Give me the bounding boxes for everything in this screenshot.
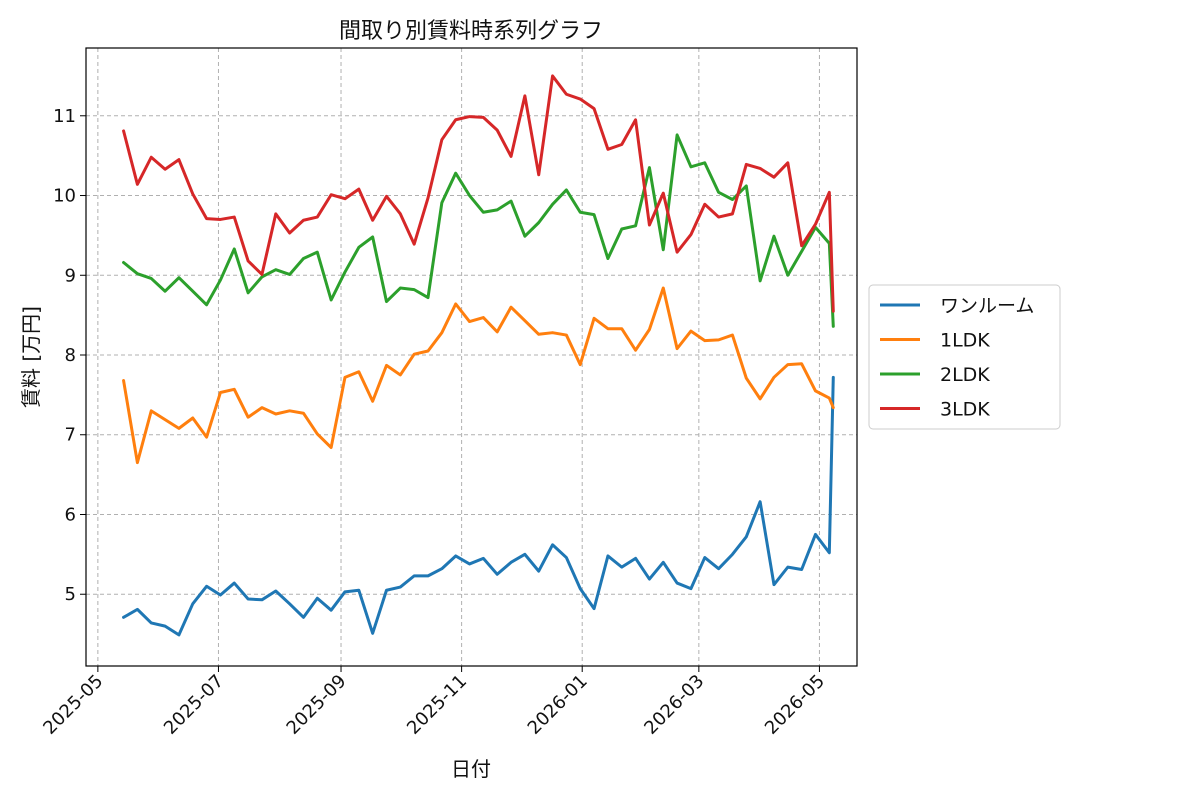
y-axis-label: 賃料 [万円]: [19, 306, 43, 408]
legend-label: 1LDK: [940, 330, 990, 352]
grid: [86, 48, 857, 666]
axis-ticks: 5 6 7 8 9 10 11 2025-05 2025-07 2025-09 2025-11 202…: [39, 106, 829, 739]
legend-label: 3LDK: [940, 399, 990, 421]
y-tick-label: 11: [53, 106, 76, 127]
y-tick-label: 5: [65, 584, 76, 605]
y-tick-label: 7: [65, 425, 76, 446]
x-tick-label: 2025-09: [283, 671, 351, 739]
legend: ワンルーム 1LDK 2LDK 3LDK: [868, 284, 1061, 430]
x-tick-label: 2025-07: [160, 671, 228, 739]
series-line-2: [122, 286, 835, 465]
legend-box: [868, 284, 1061, 430]
x-tick-label: 2026-05: [761, 671, 829, 739]
plot-area-frame: [85, 47, 858, 667]
y-tick-label: 9: [65, 265, 76, 286]
legend-label: ワンルーム: [940, 295, 1034, 317]
y-tick-label: 10: [53, 186, 76, 207]
legend-label: 2LDK: [940, 364, 990, 386]
x-tick-label: 2025-11: [403, 671, 471, 739]
series-line-3: [122, 133, 835, 328]
y-tick-label: 8: [65, 345, 76, 366]
series-line-4: [122, 74, 835, 313]
series-lines: [122, 74, 835, 637]
x-axis-label: 日付: [451, 757, 491, 781]
x-tick-label: 2026-03: [640, 671, 708, 739]
chart-title: 間取り別賃料時系列グラフ: [339, 19, 603, 44]
x-tick-label: 2026-01: [524, 671, 592, 739]
x-tick-label: 2025-05: [39, 671, 107, 739]
series-line-1: [122, 375, 835, 637]
y-tick-label: 6: [65, 504, 76, 525]
